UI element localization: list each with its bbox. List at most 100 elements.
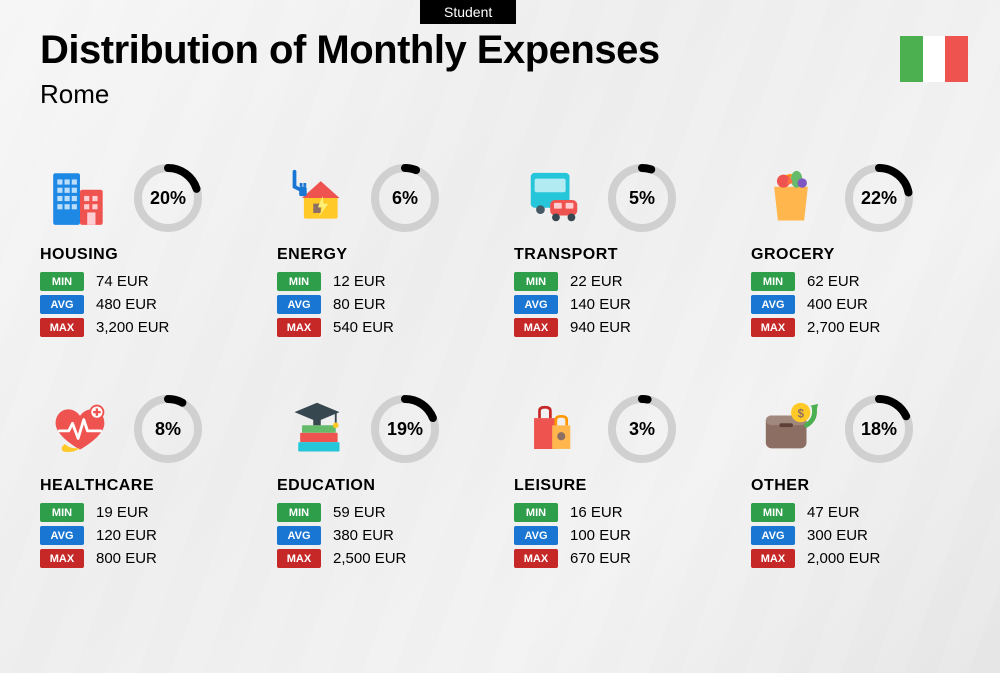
category-name: HEALTHCARE: [40, 477, 257, 495]
max-row: MAX 940 EUR: [514, 318, 731, 337]
max-value: 670 EUR: [570, 550, 631, 567]
avg-tag: AVG: [277, 526, 321, 545]
avg-tag: AVG: [40, 526, 84, 545]
badge: Student: [420, 0, 516, 24]
healthcare-icon: [40, 394, 120, 464]
min-tag: MIN: [277, 272, 321, 291]
max-tag: MAX: [277, 549, 321, 568]
pct-label: 3%: [604, 391, 680, 467]
min-value: 74 EUR: [96, 273, 149, 290]
avg-value: 300 EUR: [807, 527, 868, 544]
avg-tag: AVG: [40, 295, 84, 314]
transport-icon: [514, 163, 594, 233]
housing-icon: [40, 163, 120, 233]
pct-label: 22%: [841, 160, 917, 236]
category-card-leisure: 3% LEISURE MIN 16 EUR AVG 100 EUR MAX 67…: [514, 391, 731, 572]
flag-italy: [900, 36, 968, 82]
avg-value: 140 EUR: [570, 296, 631, 313]
min-value: 12 EUR: [333, 273, 386, 290]
donut-grocery: 22%: [841, 160, 917, 236]
energy-icon: [277, 163, 357, 233]
max-tag: MAX: [277, 318, 321, 337]
donut-housing: 20%: [130, 160, 206, 236]
max-tag: MAX: [514, 318, 558, 337]
pct-label: 20%: [130, 160, 206, 236]
avg-row: AVG 140 EUR: [514, 295, 731, 314]
max-value: 800 EUR: [96, 550, 157, 567]
min-row: MIN 59 EUR: [277, 503, 494, 522]
max-value: 2,700 EUR: [807, 319, 880, 336]
avg-row: AVG 380 EUR: [277, 526, 494, 545]
category-name: LEISURE: [514, 477, 731, 495]
pct-label: 19%: [367, 391, 443, 467]
pct-label: 18%: [841, 391, 917, 467]
max-value: 2,000 EUR: [807, 550, 880, 567]
min-row: MIN 12 EUR: [277, 272, 494, 291]
category-name: OTHER: [751, 477, 968, 495]
other-icon: $: [751, 394, 831, 464]
min-tag: MIN: [40, 272, 84, 291]
max-value: 940 EUR: [570, 319, 631, 336]
max-tag: MAX: [40, 549, 84, 568]
category-card-housing: 20% HOUSING MIN 74 EUR AVG 480 EUR MAX 3…: [40, 160, 257, 341]
min-row: MIN 16 EUR: [514, 503, 731, 522]
max-tag: MAX: [751, 549, 795, 568]
category-name: HOUSING: [40, 246, 257, 264]
min-value: 19 EUR: [96, 504, 149, 521]
leisure-icon: [514, 394, 594, 464]
avg-value: 380 EUR: [333, 527, 394, 544]
min-value: 16 EUR: [570, 504, 623, 521]
donut-energy: 6%: [367, 160, 443, 236]
min-row: MIN 62 EUR: [751, 272, 968, 291]
max-row: MAX 800 EUR: [40, 549, 257, 568]
max-value: 540 EUR: [333, 319, 394, 336]
category-card-grocery: 22% GROCERY MIN 62 EUR AVG 400 EUR MAX 2…: [751, 160, 968, 341]
education-icon: [277, 394, 357, 464]
avg-row: AVG 120 EUR: [40, 526, 257, 545]
min-tag: MIN: [40, 503, 84, 522]
max-value: 3,200 EUR: [96, 319, 169, 336]
category-grid: 20% HOUSING MIN 74 EUR AVG 480 EUR MAX 3…: [40, 160, 968, 572]
min-tag: MIN: [751, 272, 795, 291]
avg-row: AVG 80 EUR: [277, 295, 494, 314]
min-value: 47 EUR: [807, 504, 860, 521]
category-card-healthcare: 8% HEALTHCARE MIN 19 EUR AVG 120 EUR MAX…: [40, 391, 257, 572]
avg-tag: AVG: [277, 295, 321, 314]
category-name: TRANSPORT: [514, 246, 731, 264]
min-tag: MIN: [514, 272, 558, 291]
min-tag: MIN: [277, 503, 321, 522]
min-tag: MIN: [751, 503, 795, 522]
min-value: 59 EUR: [333, 504, 386, 521]
pct-label: 8%: [130, 391, 206, 467]
avg-value: 480 EUR: [96, 296, 157, 313]
max-row: MAX 3,200 EUR: [40, 318, 257, 337]
city-name: Rome: [40, 79, 660, 110]
avg-tag: AVG: [514, 526, 558, 545]
header: Distribution of Monthly Expenses Rome: [40, 28, 660, 110]
max-value: 2,500 EUR: [333, 550, 406, 567]
svg-text:$: $: [797, 407, 804, 420]
pct-label: 6%: [367, 160, 443, 236]
donut-other: 18%: [841, 391, 917, 467]
donut-transport: 5%: [604, 160, 680, 236]
max-row: MAX 2,500 EUR: [277, 549, 494, 568]
avg-tag: AVG: [514, 295, 558, 314]
avg-value: 400 EUR: [807, 296, 868, 313]
donut-leisure: 3%: [604, 391, 680, 467]
category-name: ENERGY: [277, 246, 494, 264]
min-row: MIN 74 EUR: [40, 272, 257, 291]
avg-tag: AVG: [751, 295, 795, 314]
page-title: Distribution of Monthly Expenses: [40, 28, 660, 73]
category-card-transport: 5% TRANSPORT MIN 22 EUR AVG 140 EUR MAX …: [514, 160, 731, 341]
min-value: 62 EUR: [807, 273, 860, 290]
avg-value: 100 EUR: [570, 527, 631, 544]
category-card-energy: 6% ENERGY MIN 12 EUR AVG 80 EUR MAX 540 …: [277, 160, 494, 341]
max-row: MAX 2,000 EUR: [751, 549, 968, 568]
avg-row: AVG 300 EUR: [751, 526, 968, 545]
avg-value: 120 EUR: [96, 527, 157, 544]
max-row: MAX 540 EUR: [277, 318, 494, 337]
max-row: MAX 2,700 EUR: [751, 318, 968, 337]
min-row: MIN 22 EUR: [514, 272, 731, 291]
avg-row: AVG 100 EUR: [514, 526, 731, 545]
min-row: MIN 47 EUR: [751, 503, 968, 522]
